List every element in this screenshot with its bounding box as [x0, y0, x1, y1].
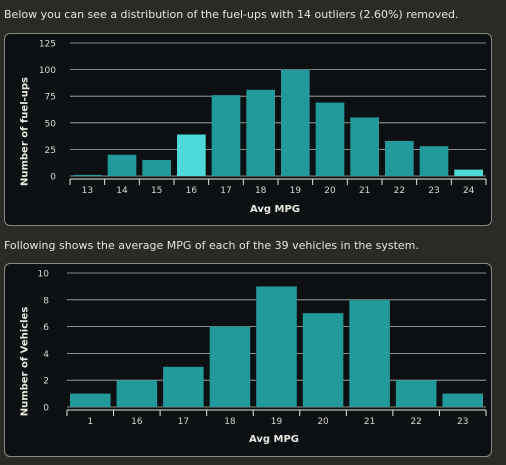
fuel-ups-x-tick-label-22: 22: [394, 186, 405, 196]
fuel-ups-x-tick-label-15: 15: [151, 186, 162, 196]
fuel-ups-x-tick-label-16: 16: [186, 186, 198, 196]
vehicles-bar-21: [349, 299, 390, 407]
fuel-ups-bar-19: [281, 69, 310, 176]
vehicles-x-tick-label-1: 1: [87, 417, 93, 427]
fuel-ups-y-tick-label-4: 100: [39, 66, 56, 76]
vehicles-histogram: 0 2 4 6 8 10 1 16 17 18 19 20 21 22 23: [38, 270, 487, 427]
fuel-ups-bar-22: [385, 140, 414, 176]
vehicles-x-axis-label: Avg MPG: [248, 434, 300, 445]
fuel-ups-bar-17: [211, 95, 241, 176]
fuel-ups-x-tick-label-21: 21: [359, 186, 370, 196]
vehicles-x-tick-label-20: 20: [317, 417, 329, 427]
fuel-ups-y-tick-label-2: 50: [45, 119, 57, 129]
vehicles-bar-22: [395, 380, 437, 407]
fuel-ups-bar-23: [419, 146, 449, 176]
vehicles-x-tick-label-21: 21: [364, 417, 375, 427]
fuel-ups-chart-panel: 0 25 50 75 100 125 13 14 15 16 17 18 19 20 21 22 23 24 Nu…: [4, 33, 492, 226]
vehicles-y-tick-label-4: 8: [43, 296, 49, 306]
fuel-ups-x-tick-label-17: 17: [220, 186, 231, 196]
vehicles-chart-panel: 0 2 4 6 8 10 1 16 17 18 19 20 21 22 23 Number of Vehic…: [4, 263, 492, 457]
fuel-ups-y-tick-label-5: 125: [39, 40, 56, 50]
intro-text-fuel-ups: Below you can see a distribution of the …: [4, 8, 459, 21]
vehicles-bar-23: [442, 393, 483, 407]
fuel-ups-histogram: 0 25 50 75 100 125 13 14 15 16 17 18 19 20 21 22 23 24: [39, 40, 487, 196]
vehicles-bar-17: [163, 366, 204, 407]
vehicles-x-tick-label-19: 19: [271, 417, 283, 427]
vehicles-y-tick-label-5: 10: [38, 270, 50, 280]
fuel-ups-bar-15: [142, 160, 171, 176]
vehicles-x-tick-label-16: 16: [131, 417, 143, 427]
fuel-ups-x-tick-label-14: 14: [116, 186, 128, 196]
fuel-ups-bar-14: [107, 154, 137, 176]
fuel-ups-bar-20: [315, 102, 345, 176]
intro-text-vehicles: Following shows the average MPG of each …: [4, 239, 419, 252]
vehicles-bar-16: [116, 380, 158, 407]
fuel-ups-y-axis-label: Number of fuel-ups: [19, 76, 31, 187]
vehicles-bar-20: [302, 313, 344, 407]
fuel-ups-x-tick-label-23: 23: [428, 186, 439, 196]
fuel-ups-x-tick-label-20: 20: [324, 186, 336, 196]
fuel-ups-x-tick-label-24: 24: [463, 186, 475, 196]
fuel-ups-bar-18: [246, 89, 275, 176]
vehicles-y-tick-label-3: 6: [43, 323, 49, 333]
fuel-ups-y-tick-label-3: 75: [45, 93, 56, 103]
fuel-ups-x-tick-label-19: 19: [290, 186, 302, 196]
vehicles-x-tick-label-22: 22: [410, 417, 421, 427]
vehicles-bar-1: [70, 393, 111, 407]
vehicles-x-tick-label-18: 18: [224, 417, 236, 427]
vehicles-y-tick-label-0: 0: [43, 404, 49, 414]
vehicles-bar-18: [209, 326, 251, 407]
fuel-ups-bar-13: [73, 174, 102, 176]
fuel-ups-bar-21: [350, 117, 379, 176]
vehicles-x-tick-label-23: 23: [457, 417, 468, 427]
fuel-ups-bar-16: [177, 134, 206, 176]
fuel-ups-x-tick-label-13: 13: [82, 186, 93, 196]
vehicles-x-tick-label-17: 17: [178, 417, 189, 427]
vehicles-bar-19: [256, 286, 297, 407]
fuel-ups-y-tick-label-1: 25: [45, 146, 56, 156]
fuel-ups-x-axis-label: Avg MPG: [249, 204, 301, 215]
fuel-ups-x-tick-label-18: 18: [255, 186, 267, 196]
vehicles-y-tick-label-2: 4: [43, 350, 49, 360]
fuel-ups-y-tick-label-0: 0: [50, 173, 56, 183]
vehicles-y-tick-label-1: 2: [43, 377, 49, 387]
vehicles-y-axis-label: Number of Vehicles: [19, 306, 31, 417]
fuel-ups-bar-24: [454, 169, 483, 176]
